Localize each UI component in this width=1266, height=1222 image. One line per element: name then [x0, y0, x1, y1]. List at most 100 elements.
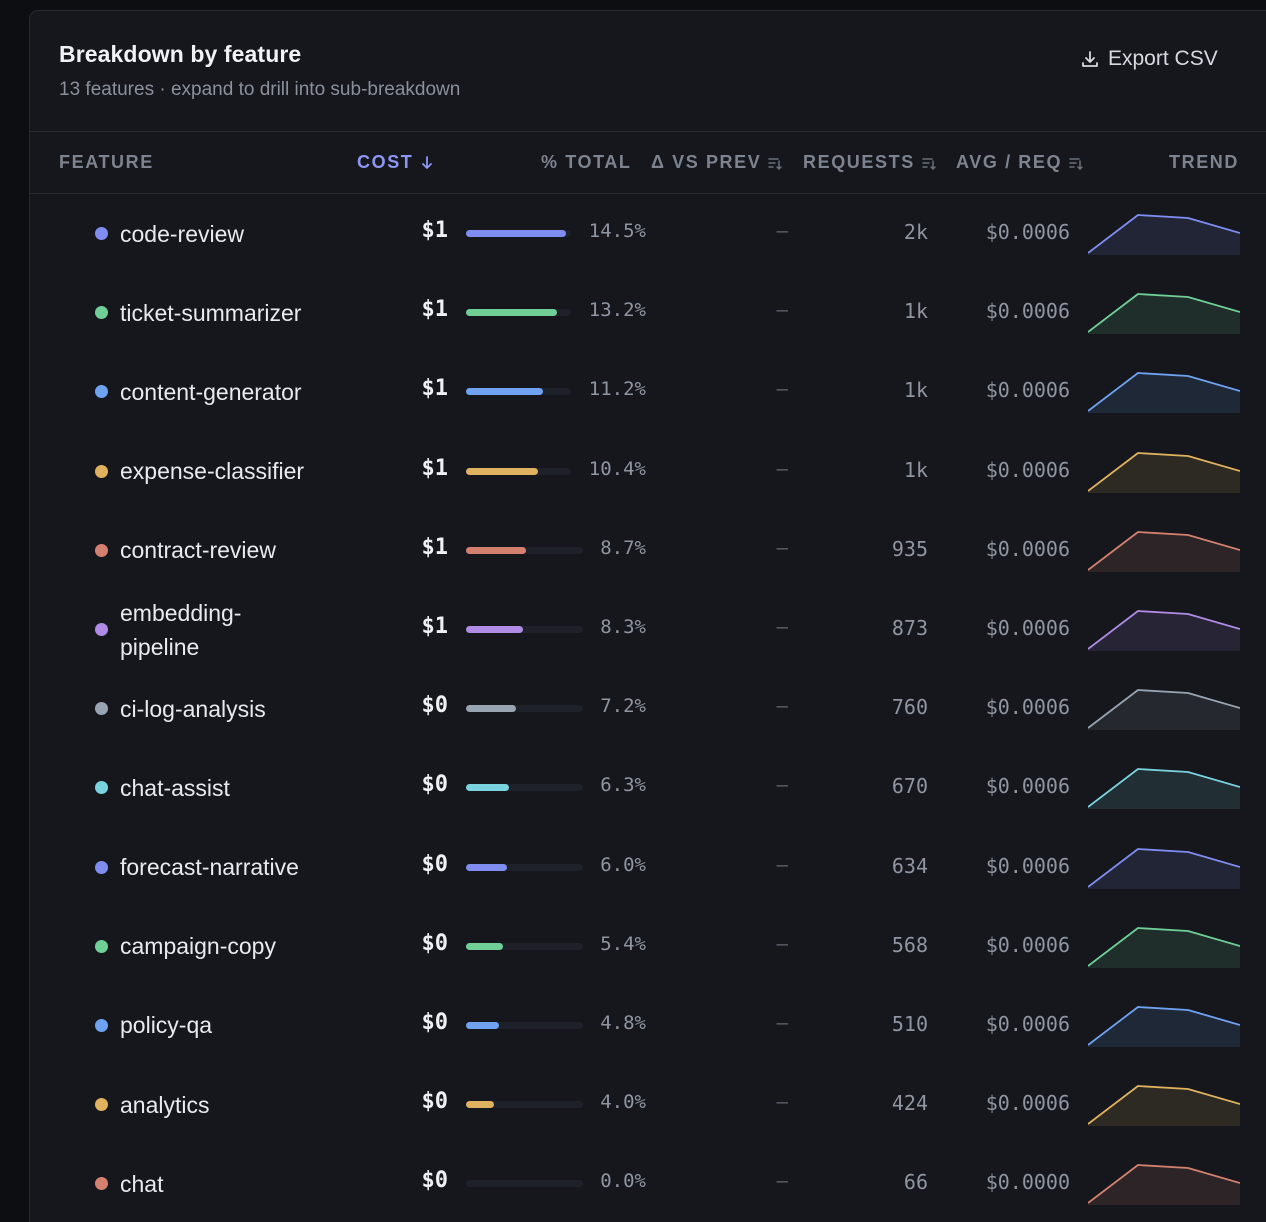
- column-delta[interactable]: Δ VS PREV: [651, 152, 783, 173]
- table-row[interactable]: ticket-summarizer $1 13.2% — 1k $0.0006: [30, 273, 1266, 352]
- sort-icon: [768, 157, 783, 170]
- avg-per-request-value: $0.0006: [985, 695, 1070, 720]
- pct-bar-fill: [466, 625, 524, 633]
- table-row[interactable]: ci-log-analysis $0 7.2% — 760 $0.0006: [30, 669, 1266, 748]
- pct-bar-track: [466, 705, 583, 713]
- table-row[interactable]: expense-classifier $1 10.4% — 1k $0.0006: [30, 432, 1266, 511]
- feature-name[interactable]: expense-classifier: [120, 458, 305, 485]
- trend-sparkline: [1088, 293, 1240, 335]
- column-avg-label: AVG / REQ: [956, 152, 1063, 172]
- trend-sparkline: [1088, 1085, 1240, 1127]
- pct-bar-fill: [466, 784, 510, 792]
- feature-color-dot: [95, 860, 108, 874]
- column-cost[interactable]: COST: [357, 152, 435, 173]
- requests-value: 873: [891, 615, 928, 640]
- table-row[interactable]: embedding-pipeline $1 8.3% — 873 $0.0006: [30, 590, 1266, 669]
- trend-sparkline: [1088, 926, 1240, 968]
- download-icon: [1082, 51, 1098, 67]
- table-body: code-review $1 14.5% — 2k $0.0006 ticket-summa…: [30, 194, 1266, 1222]
- requests-value: 634: [891, 853, 928, 878]
- pct-bar-track: [466, 230, 571, 237]
- feature-name[interactable]: analytics: [120, 1091, 210, 1118]
- table-row[interactable]: policy-qa $0 4.8% — 510 $0.0006: [30, 986, 1266, 1065]
- table-row[interactable]: analytics $0 4.0% — 424 $0.0006: [30, 1065, 1266, 1144]
- feature-name[interactable]: embedding-pipeline: [120, 599, 242, 660]
- cost-value: $0: [421, 1168, 449, 1194]
- delta-value: —: [776, 220, 788, 242]
- requests-value: 510: [891, 1011, 928, 1036]
- feature-name[interactable]: policy-qa: [120, 1012, 213, 1039]
- requests-value: 2k: [903, 220, 928, 244]
- pct-bar-track: [466, 1021, 583, 1029]
- trend-line: [1088, 689, 1240, 729]
- delta-value: —: [776, 1170, 788, 1193]
- column-delta-label: Δ VS PREV: [651, 152, 762, 172]
- feature-name[interactable]: content-generator: [120, 378, 302, 405]
- table-row[interactable]: forecast-narrative $0 6.0% — 634 $0.0006: [30, 828, 1266, 907]
- table-row[interactable]: code-review $1 14.5% — 2k $0.0006: [30, 194, 1266, 273]
- feature-color-dot: [95, 1177, 108, 1191]
- feature-name[interactable]: chat: [120, 1170, 164, 1197]
- trend-sparkline: [1088, 610, 1240, 651]
- delta-value: —: [776, 1091, 788, 1114]
- feature-color-dot: [95, 1098, 108, 1112]
- delta-value: —: [776, 536, 788, 559]
- pct-bar-fill: [466, 546, 526, 554]
- feature-name[interactable]: chat-assist: [120, 774, 230, 801]
- column-feature-label: FEATURE: [59, 152, 154, 172]
- column-pct-total-label: % TOTAL: [541, 152, 632, 172]
- feature-name[interactable]: ticket-summarizer: [120, 299, 302, 326]
- feature-color-dot: [95, 939, 108, 953]
- table-row[interactable]: contract-review $1 8.7% — 935 $0.0006: [30, 511, 1266, 590]
- trend-sparkline: [1088, 768, 1240, 810]
- pct-bar-fill: [466, 705, 516, 713]
- column-pct-total[interactable]: % TOTAL: [541, 152, 632, 173]
- feature-name[interactable]: ci-log-analysis: [120, 695, 266, 722]
- pct-total-value: 11.2%: [588, 378, 646, 401]
- pct-bar-track: [466, 1101, 583, 1109]
- cost-value: $1: [421, 218, 449, 243]
- cost-value: $0: [421, 1009, 449, 1035]
- export-csv-button[interactable]: Export CSV: [1080, 47, 1218, 71]
- trend-line: [1088, 926, 1240, 967]
- breakdown-panel: Breakdown by feature 13 features · expan…: [29, 10, 1266, 1222]
- pct-total-value: 0.0%: [600, 1170, 646, 1193]
- column-avg[interactable]: AVG / REQ: [956, 152, 1084, 173]
- table-row[interactable]: campaign-copy $0 5.4% — 568 $0.0006: [30, 907, 1266, 986]
- delta-value: —: [776, 932, 788, 955]
- delta-value: —: [776, 378, 788, 401]
- pct-total-value: 14.5%: [588, 220, 646, 242]
- table-header: FEATURE COST % TOTAL Δ VS PREV REQUESTS …: [30, 132, 1266, 194]
- delta-value: —: [776, 457, 788, 480]
- trend-line: [1088, 610, 1240, 650]
- requests-value: 1k: [903, 378, 928, 403]
- trend-sparkline: [1088, 847, 1240, 889]
- feature-name[interactable]: campaign-copy: [120, 933, 276, 960]
- column-requests-label: REQUESTS: [803, 152, 915, 172]
- delta-value: —: [776, 299, 788, 322]
- trend-sparkline: [1088, 451, 1240, 493]
- pct-bar-fill: [466, 309, 558, 317]
- avg-per-request-value: $0.0006: [985, 774, 1070, 799]
- column-feature[interactable]: FEATURE: [59, 152, 154, 173]
- trend-line: [1088, 1085, 1240, 1125]
- table-row[interactable]: content-generator $1 11.2% — 1k $0.0006: [30, 352, 1266, 431]
- column-requests[interactable]: REQUESTS: [803, 152, 937, 173]
- table-row[interactable]: chat-assist $0 6.3% — 670 $0.0006: [30, 748, 1266, 827]
- cost-value: $0: [421, 930, 449, 956]
- sort-icon: [922, 157, 936, 170]
- avg-per-request-value: $0.0006: [985, 615, 1070, 640]
- cost-value: $0: [421, 1089, 449, 1115]
- pct-bar-track: [466, 625, 583, 633]
- column-trend: TREND: [1169, 152, 1239, 173]
- pct-bar-fill: [466, 942, 504, 950]
- feature-name[interactable]: code-review: [120, 220, 244, 247]
- feature-name[interactable]: forecast-narrative: [120, 854, 299, 881]
- requests-value: 424: [891, 1091, 928, 1116]
- panel-title: Breakdown by feature: [59, 41, 302, 67]
- feature-color-dot: [95, 622, 108, 636]
- pct-bar-track: [466, 467, 571, 475]
- feature-name[interactable]: contract-review: [120, 537, 276, 564]
- cost-value: $1: [421, 376, 449, 402]
- table-row[interactable]: chat $0 0.0% — 66 $0.0000: [30, 1144, 1266, 1222]
